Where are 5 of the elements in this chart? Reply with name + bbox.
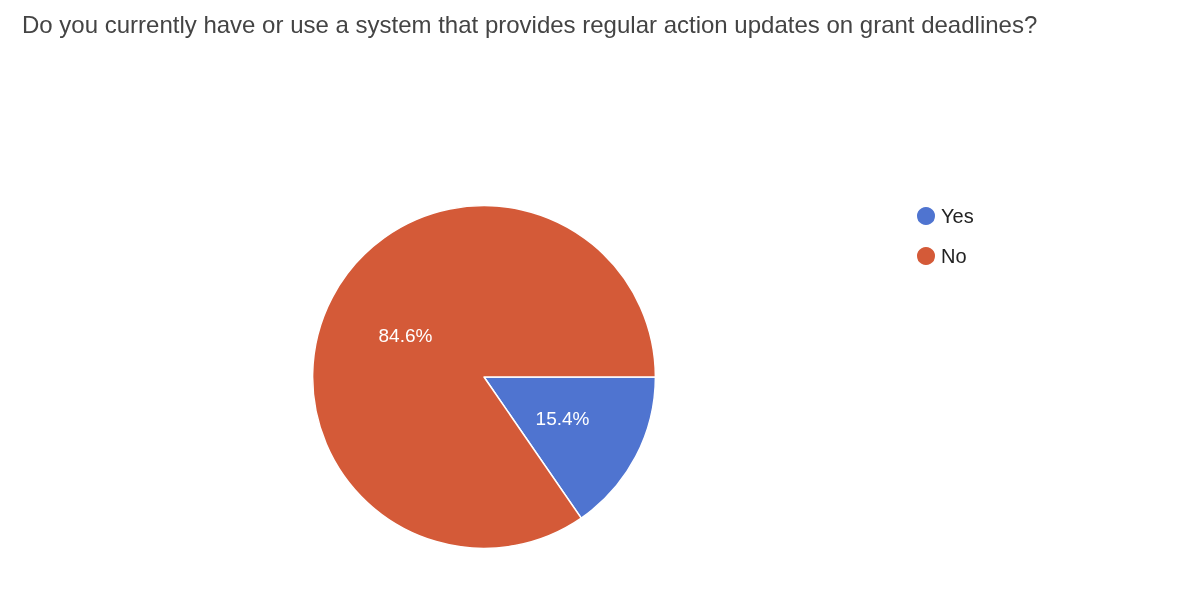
chart-title: Do you currently have or use a system that provides regular action updates on grant deadlines? bbox=[22, 10, 1039, 40]
data-label: 15.4% bbox=[535, 407, 590, 429]
legend-label: No bbox=[941, 245, 967, 267]
data-label: 84.6% bbox=[378, 325, 433, 347]
legend-label: Yes bbox=[941, 205, 974, 227]
